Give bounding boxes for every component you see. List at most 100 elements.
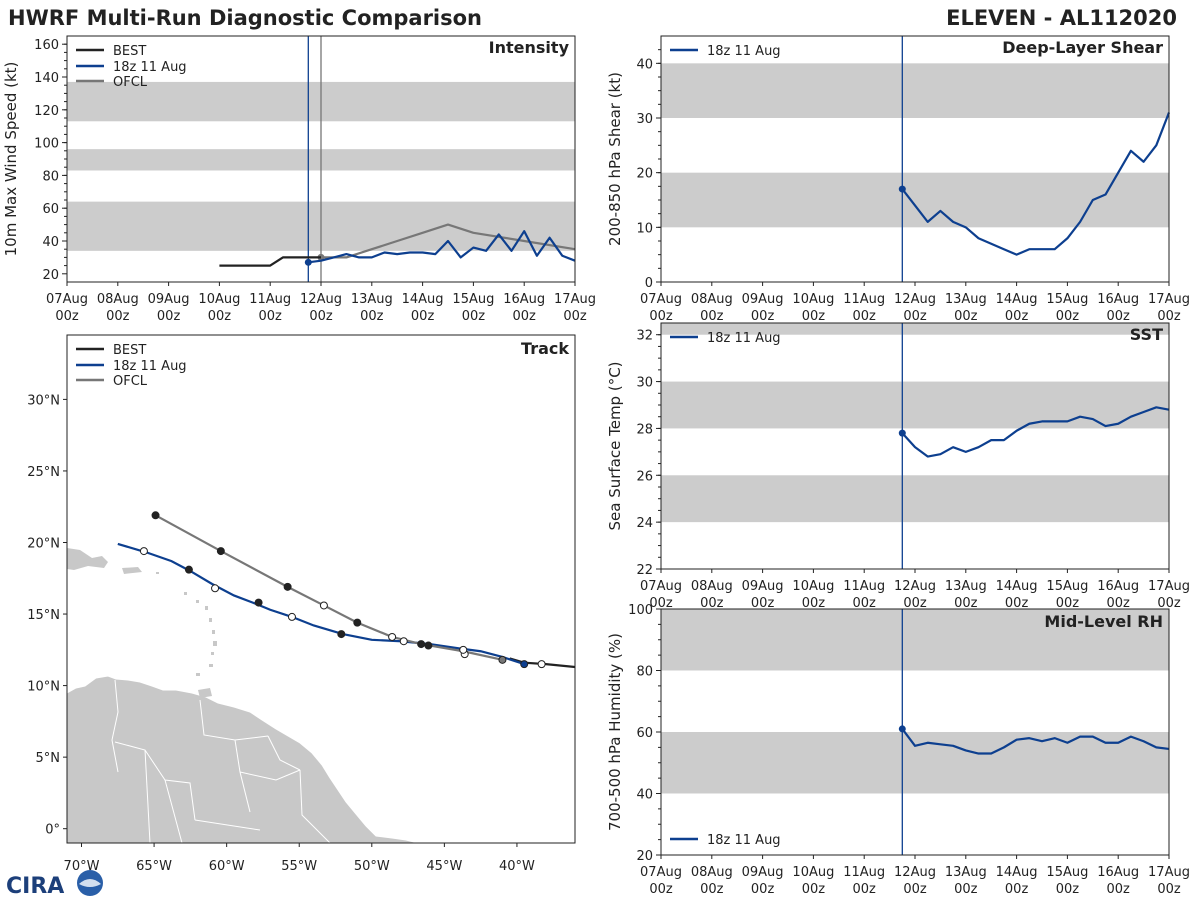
x-tick-date: 12Aug bbox=[894, 579, 936, 594]
sst-y-ticks: 22 24 26 28 30 32 bbox=[636, 329, 661, 578]
track-point-ofcl bbox=[151, 511, 160, 520]
intensity-x-ticks: 07Aug 00z 08Aug 00z 09Aug 00z 10Aug 00z 11Aug 00z… bbox=[46, 282, 596, 324]
intensity-line-run bbox=[308, 230, 576, 264]
x-tick-date: 16Aug bbox=[1097, 865, 1139, 880]
x-tick-hour: 00z bbox=[1107, 596, 1131, 611]
track-point-run bbox=[337, 630, 346, 639]
threshold-band bbox=[661, 732, 1169, 794]
x-tick-date: 10Aug bbox=[198, 292, 240, 307]
x-tick-hour: 00z bbox=[903, 596, 927, 611]
x-tick-date: 11Aug bbox=[843, 292, 885, 307]
intensity-init-point-run bbox=[304, 258, 312, 266]
sst-title: SST bbox=[1130, 325, 1163, 344]
lon-tick-label: 60°W bbox=[209, 859, 245, 874]
legend-ofcl-label: OFCL bbox=[113, 374, 148, 389]
sst-series bbox=[898, 406, 1170, 458]
sst-threshold-bands bbox=[661, 323, 1169, 523]
track-point-ofcl bbox=[353, 618, 362, 627]
x-tick-date: 08Aug bbox=[97, 292, 139, 307]
storm-title: ELEVEN - AL112020 bbox=[946, 6, 1177, 30]
x-tick-date: 08Aug bbox=[691, 292, 733, 307]
x-tick-date: 09Aug bbox=[742, 292, 784, 307]
x-tick-date: 13Aug bbox=[351, 292, 393, 307]
x-tick-hour: 00z bbox=[700, 309, 724, 324]
trinidad-land bbox=[198, 688, 212, 698]
y-tick-label: 0 bbox=[645, 276, 653, 291]
x-tick-hour: 00z bbox=[411, 309, 435, 324]
x-tick-hour: 00z bbox=[208, 309, 232, 324]
intensity-y-ticks: 20 40 60 80 100 120 140 160 bbox=[34, 38, 67, 283]
x-tick-hour: 00z bbox=[1157, 309, 1181, 324]
track-point-ofcl bbox=[216, 547, 225, 556]
x-tick-date: 12Aug bbox=[300, 292, 342, 307]
x-tick-date: 16Aug bbox=[503, 292, 545, 307]
y-tick-label: 30 bbox=[636, 112, 653, 127]
threshold-band bbox=[661, 381, 1169, 429]
legend-run-label: 18z 11 Aug bbox=[707, 331, 781, 346]
x-tick-date: 07Aug bbox=[640, 865, 682, 880]
x-tick-date: 07Aug bbox=[640, 579, 682, 594]
y-tick-label: 40 bbox=[636, 57, 653, 72]
y-tick-label: 140 bbox=[34, 71, 59, 86]
track-point-ofcl bbox=[498, 655, 507, 664]
rh-series bbox=[898, 725, 1170, 755]
x-tick-hour: 00z bbox=[1056, 309, 1080, 324]
x-tick-date: 14Aug bbox=[402, 292, 444, 307]
x-tick-hour: 00z bbox=[259, 309, 283, 324]
shear-legend: 18z 11 Aug bbox=[670, 44, 781, 59]
land-layer bbox=[67, 548, 419, 843]
threshold-band bbox=[661, 609, 1169, 671]
x-tick-hour: 00z bbox=[360, 309, 384, 324]
x-tick-hour: 00z bbox=[1005, 309, 1029, 324]
x-tick-date: 10Aug bbox=[792, 292, 834, 307]
x-tick-hour: 00z bbox=[1056, 596, 1080, 611]
x-tick-date: 07Aug bbox=[640, 292, 682, 307]
x-tick-date: 13Aug bbox=[945, 292, 987, 307]
lesser-antilles-land bbox=[156, 572, 217, 676]
y-tick-label: 80 bbox=[636, 665, 653, 680]
x-tick-hour: 00z bbox=[903, 309, 927, 324]
shear-x-ticks: 07Aug 00z 08Aug 00z 09Aug 00z 10Aug 00z 11Aug 00z… bbox=[640, 282, 1190, 324]
cira-logo-text: CIRA bbox=[6, 874, 64, 899]
legend-run-label: 18z 11 Aug bbox=[113, 60, 187, 75]
x-tick-hour: 00z bbox=[649, 882, 673, 897]
x-tick-date: 15Aug bbox=[1046, 865, 1088, 880]
x-tick-hour: 00z bbox=[853, 309, 877, 324]
intensity-init-lines bbox=[307, 36, 322, 282]
x-tick-date: 08Aug bbox=[691, 579, 733, 594]
lat-tick-label: 20°N bbox=[27, 536, 60, 551]
x-tick-hour: 00z bbox=[700, 882, 724, 897]
lon-tick-label: 55°W bbox=[281, 859, 317, 874]
sst-init-point-run bbox=[898, 429, 906, 437]
track-point-run bbox=[254, 598, 263, 607]
lat-tick-label: 25°N bbox=[27, 465, 60, 480]
intensity-panel: 20 40 60 80 100 120 140 160 07Aug 00z 08Aug 00z 09A… bbox=[2, 35, 596, 324]
legend-run-label: 18z 11 Aug bbox=[113, 359, 187, 374]
legend-ofcl-label: OFCL bbox=[113, 75, 148, 90]
shear-y-ticks: 0 10 20 30 40 bbox=[636, 49, 661, 291]
x-tick-date: 11Aug bbox=[249, 292, 291, 307]
cira-logo: CIRA bbox=[6, 870, 103, 899]
y-tick-label: 24 bbox=[636, 516, 653, 531]
intensity-series bbox=[219, 223, 576, 267]
x-tick-hour: 00z bbox=[853, 882, 877, 897]
shear-line-run bbox=[901, 112, 1171, 256]
x-tick-date: 09Aug bbox=[742, 579, 784, 594]
puerto-rico-land bbox=[122, 567, 142, 574]
x-tick-date: 10Aug bbox=[792, 579, 834, 594]
x-tick-hour: 00z bbox=[106, 309, 130, 324]
y-tick-label: 26 bbox=[636, 469, 653, 484]
x-tick-hour: 00z bbox=[751, 309, 775, 324]
track-point-run bbox=[139, 547, 148, 556]
track-point-run bbox=[211, 584, 220, 593]
track-point-run bbox=[424, 641, 433, 650]
x-tick-date: 12Aug bbox=[894, 865, 936, 880]
x-tick-date: 14Aug bbox=[996, 292, 1038, 307]
track-series bbox=[117, 511, 575, 669]
track-point-run bbox=[399, 637, 408, 646]
x-tick-hour: 00z bbox=[751, 882, 775, 897]
track-point-run bbox=[287, 612, 296, 621]
x-tick-date: 16Aug bbox=[1097, 579, 1139, 594]
track-point-best bbox=[537, 660, 546, 669]
y-tick-label: 100 bbox=[34, 137, 59, 152]
